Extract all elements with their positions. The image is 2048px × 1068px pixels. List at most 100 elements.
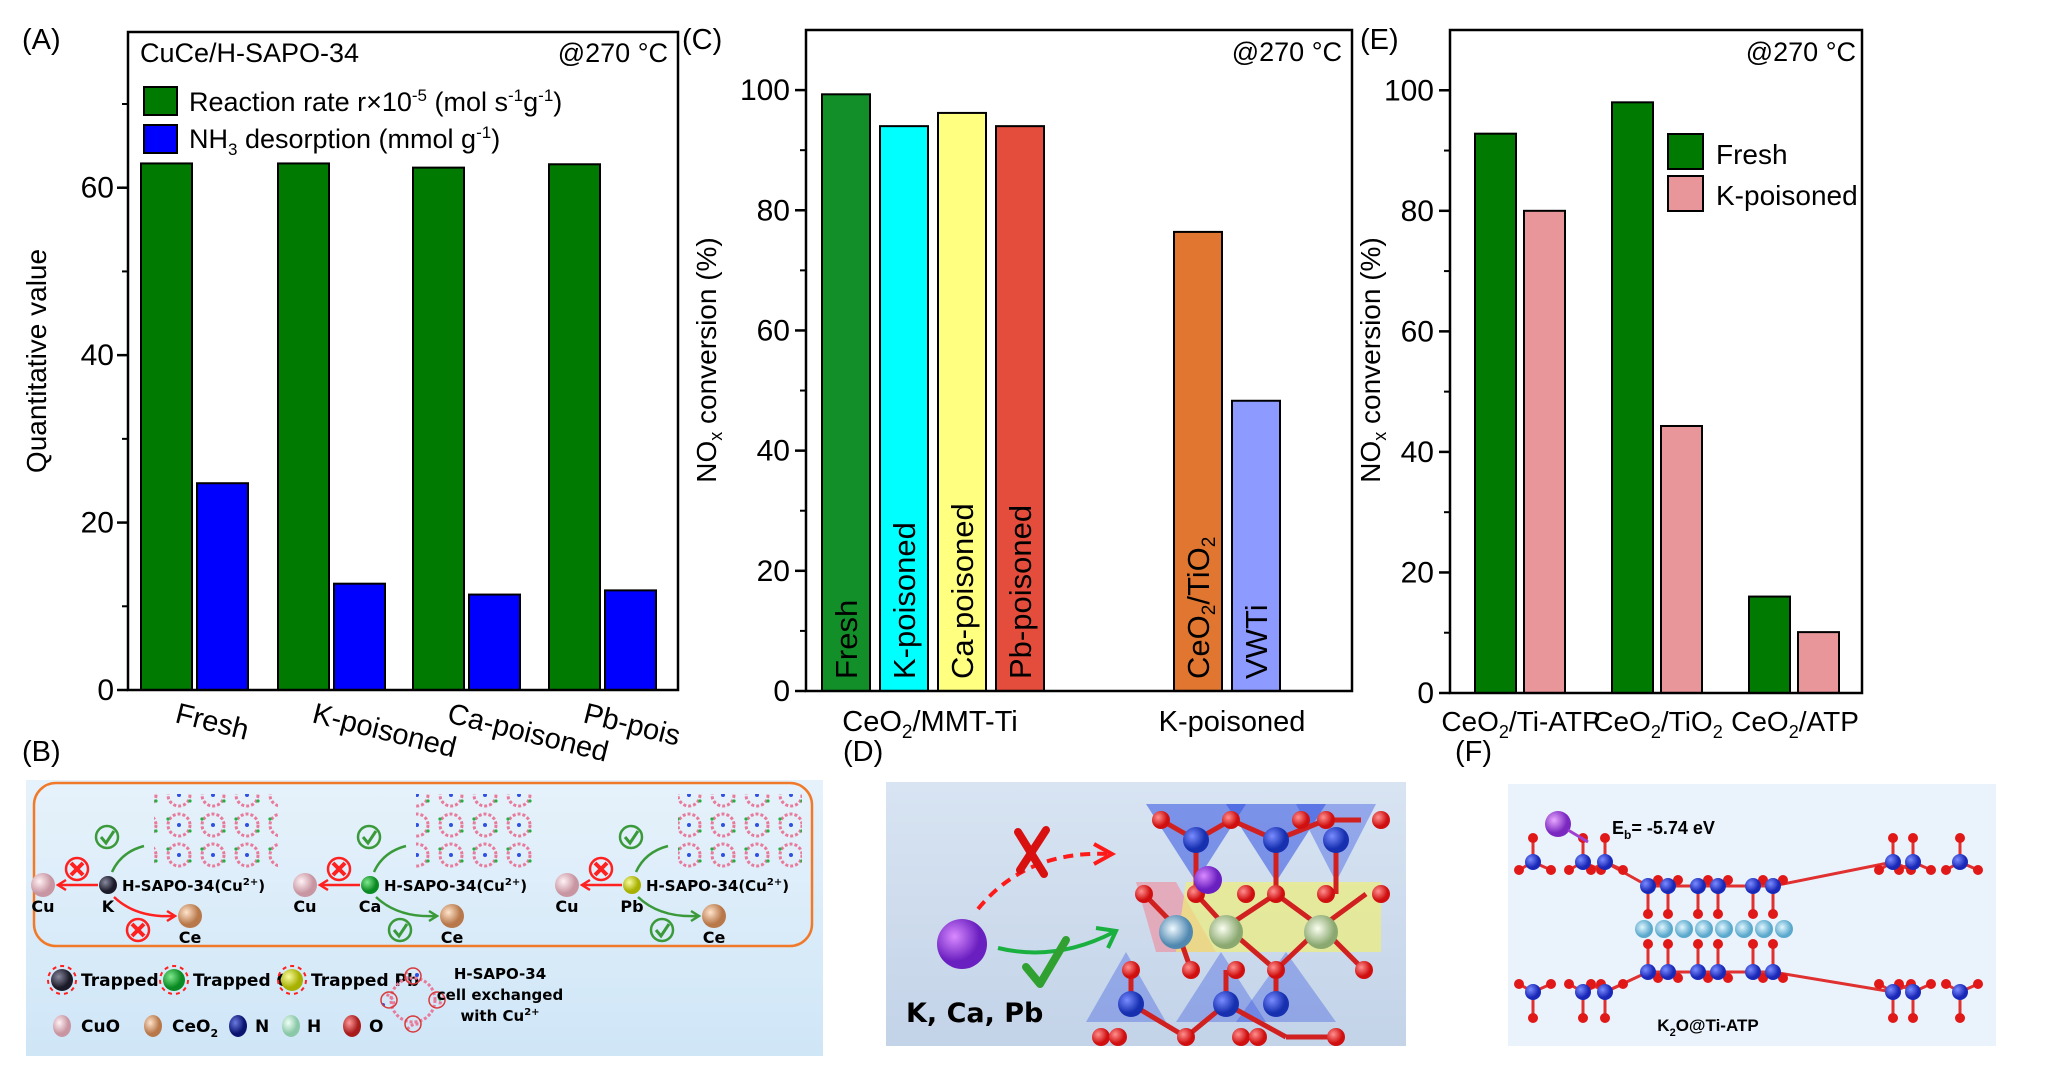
x-group-label: K-poisoned bbox=[1159, 706, 1306, 738]
x-tick-label: CeO2/ATP bbox=[1731, 706, 1859, 742]
svg-text:Trapped Pb: Trapped Pb bbox=[311, 971, 419, 991]
cross-icon bbox=[64, 856, 90, 882]
poison-pathway-k: Cu K Ce H-SAPO-34(Cu2+) bbox=[31, 794, 278, 947]
chart-title: CuCe/H-SAPO-34 bbox=[140, 38, 359, 68]
bar-k-poisoned bbox=[1660, 424, 1703, 694]
x-tick-label: CeO2/Ti-ATP bbox=[1441, 706, 1600, 742]
panel-label-c: (C) bbox=[682, 24, 723, 56]
bar-reaction-rate bbox=[140, 162, 193, 692]
framework-label: H-SAPO-34(Cu2+) bbox=[122, 877, 265, 895]
bar-reaction-rate bbox=[412, 166, 465, 691]
temperature-annotation: @270 °C bbox=[1746, 37, 1856, 67]
poison-pathway-ca: Cu Ca Ce H-SAPO-34(Cu2+) bbox=[293, 794, 540, 947]
poison-label: Pb bbox=[620, 897, 643, 916]
svg-text:N: N bbox=[255, 1017, 269, 1037]
legend-trapped-pb: Trapped Pb bbox=[277, 965, 419, 995]
plot-frame bbox=[126, 30, 680, 692]
x-tick-label: CeO2/TiO2 bbox=[1593, 706, 1722, 742]
svg-text:Trapped K: Trapped K bbox=[81, 971, 179, 991]
legend-label-nh3-desorption: NH3 desorption (mmol g-1) bbox=[189, 123, 500, 159]
cross-icon bbox=[326, 856, 352, 882]
ce-label: Ce bbox=[441, 928, 464, 947]
structure-label: K2O@Ti-ATP bbox=[1657, 1016, 1758, 1039]
y-tick-label: 80 bbox=[757, 194, 790, 227]
poison-label: Ca bbox=[359, 897, 382, 916]
poison-pathway-pb: Cu Pb Ce H-SAPO-34(Cu2+) bbox=[555, 794, 802, 947]
panel-label-a: (A) bbox=[22, 24, 61, 56]
ce-atom bbox=[178, 904, 202, 928]
chart-c: Fresh K-poisoned Ca-poisoned Pb-poisoned CeO… bbox=[691, 28, 1354, 743]
bar-label: Pb-poisoned bbox=[1003, 505, 1038, 679]
h-sapo-34-cell-icon bbox=[380, 967, 446, 1033]
legend-h: H bbox=[282, 1015, 321, 1037]
legend-swatch-nh3-desorption bbox=[143, 124, 178, 154]
bar-reaction-rate bbox=[548, 163, 601, 691]
schematic-d: K, Ca, Pb bbox=[886, 782, 1406, 1046]
cu-label: Cu bbox=[293, 897, 316, 916]
cu-label: Cu bbox=[555, 897, 578, 916]
y-axis-label: Quantitative value bbox=[21, 249, 52, 473]
svg-text:Trapped Ca: Trapped Ca bbox=[193, 971, 301, 991]
poison-atom bbox=[99, 876, 117, 894]
legend-label-k-poisoned: K-poisoned bbox=[1716, 180, 1858, 211]
bar-label: K-poisoned bbox=[887, 522, 922, 679]
plot-frame bbox=[804, 28, 1354, 693]
ce-atom bbox=[440, 904, 464, 928]
h-sapo-34-framework bbox=[416, 794, 540, 868]
legend-cell-line1: H-SAPO-34 bbox=[454, 965, 546, 983]
svg-text:CeO2: CeO2 bbox=[172, 1017, 218, 1040]
y-tick-label: 20 bbox=[81, 507, 114, 540]
svg-text:CuO: CuO bbox=[81, 1017, 120, 1037]
poison-atom bbox=[623, 876, 641, 894]
poison-ion bbox=[937, 919, 987, 969]
check-icon bbox=[94, 824, 120, 850]
bar-ca-poisoned bbox=[937, 111, 987, 692]
schematic-b: Cu K Ce H-SAPO-34(Cu2+) Cu Ca Ce H-SAPO-34(Cu2+… bbox=[26, 780, 823, 1056]
bar-ceo2-tio2 bbox=[1173, 230, 1223, 692]
framework-label: H-SAPO-34(Cu2+) bbox=[384, 877, 527, 895]
reaction-box bbox=[32, 781, 814, 948]
chart-a: 0 20 40 60 CuCe/H-SAPO-34 @270 °C Reaction … bbox=[21, 30, 680, 769]
plot-frame bbox=[1448, 28, 1864, 695]
ti-atp-structure bbox=[1514, 833, 1983, 1023]
legend-swatch-reaction-rate bbox=[143, 86, 178, 116]
y-tick-label: 20 bbox=[1401, 556, 1434, 589]
y-tick-label: 60 bbox=[757, 314, 790, 347]
check-icon bbox=[387, 917, 413, 943]
y-axis-label: NOx conversion (%) bbox=[1360, 237, 1390, 483]
legend-swatch-fresh bbox=[1667, 133, 1704, 170]
check-icon bbox=[649, 917, 675, 943]
bar-reaction-rate bbox=[277, 162, 330, 692]
y-tick-label: 80 bbox=[1401, 195, 1434, 228]
allowed-check-icon bbox=[1022, 936, 1070, 988]
y-tick-label: 20 bbox=[757, 555, 790, 588]
crystal-structure bbox=[1086, 804, 1390, 1046]
legend-label-fresh: Fresh bbox=[1716, 139, 1788, 170]
legend-label-reaction-rate: Reaction rate r×10-5 (mol s-1g-1) bbox=[189, 86, 562, 117]
y-tick-label: 100 bbox=[1384, 74, 1434, 107]
panel-label-e: (E) bbox=[1360, 24, 1399, 56]
bar-k-poisoned bbox=[879, 125, 929, 693]
legend-swatch-k-poisoned bbox=[1667, 175, 1704, 212]
legend-cuo: CuO bbox=[53, 1015, 120, 1037]
svg-text:H: H bbox=[307, 1017, 321, 1037]
poison-atom bbox=[361, 876, 379, 894]
check-icon bbox=[356, 824, 382, 850]
cu-atom bbox=[31, 873, 55, 897]
legend-cell-line3: with Cu2+ bbox=[460, 1007, 539, 1025]
legend-trapped-ca: Trapped Ca bbox=[159, 965, 301, 995]
bar-fresh bbox=[1611, 101, 1654, 694]
bar-fresh bbox=[1748, 595, 1791, 695]
check-icon bbox=[618, 824, 644, 850]
legend-o: O bbox=[343, 1015, 383, 1037]
bar-label: CeO2/TiO2 bbox=[1181, 537, 1220, 679]
bar-nh3-desorption bbox=[604, 589, 657, 692]
temperature-annotation: @270 °C bbox=[1232, 37, 1342, 67]
ions-label: K, Ca, Pb bbox=[906, 998, 1043, 1029]
ce-atom bbox=[702, 904, 726, 928]
bar-label: VWTi bbox=[1239, 604, 1274, 679]
y-tick-label: 0 bbox=[773, 675, 790, 708]
framework-label: H-SAPO-34(Cu2+) bbox=[646, 877, 789, 895]
chart-e: 0 20 40 60 80 100 @270 °C Fresh K-poisoned NO… bbox=[1360, 28, 1864, 742]
ce-label: Ce bbox=[703, 928, 726, 947]
